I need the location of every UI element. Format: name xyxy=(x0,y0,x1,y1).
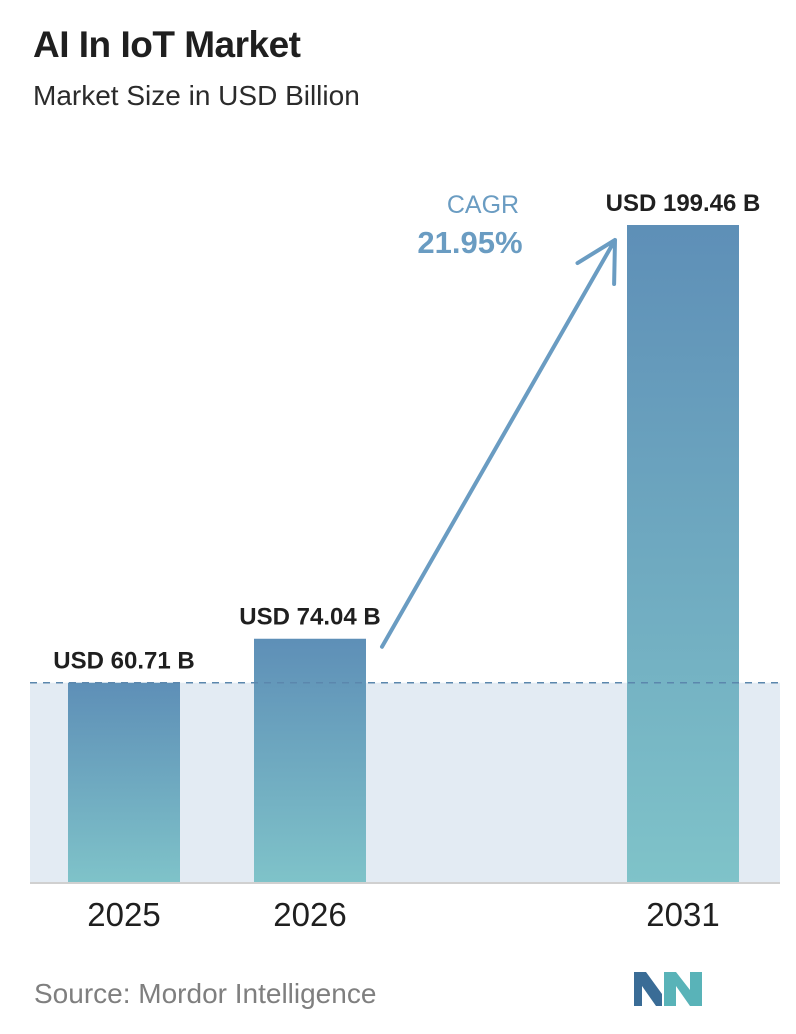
x-tick-2026: 2026 xyxy=(273,896,346,933)
bar-2025 xyxy=(68,682,180,883)
value-label-2025: USD 60.71 B xyxy=(53,648,194,675)
cagr-value: 21.95% xyxy=(417,225,522,260)
bars xyxy=(68,225,739,883)
x-tick-2031: 2031 xyxy=(646,896,719,933)
chart-subtitle: Market Size in USD Billion xyxy=(33,80,360,111)
x-tick-2025: 2025 xyxy=(87,896,160,933)
chart-title: AI In IoT Market xyxy=(33,24,301,65)
cagr-annotation: CAGR 21.95% xyxy=(380,191,617,649)
cagr-arrow-icon xyxy=(380,238,617,649)
value-labels: USD 60.71 B USD 74.04 B USD 199.46 B xyxy=(53,190,760,675)
value-label-2031: USD 199.46 B xyxy=(606,190,761,217)
source-note: Source: Mordor Intelligence xyxy=(34,978,377,1009)
mordor-intelligence-logo-icon xyxy=(634,972,702,1006)
cagr-label: CAGR xyxy=(447,191,519,219)
x-tick-labels: 2025 2026 2031 xyxy=(87,896,719,933)
bar-2031 xyxy=(627,225,739,883)
bar-2026 xyxy=(254,638,366,883)
value-label-2026: USD 74.04 B xyxy=(239,604,380,631)
